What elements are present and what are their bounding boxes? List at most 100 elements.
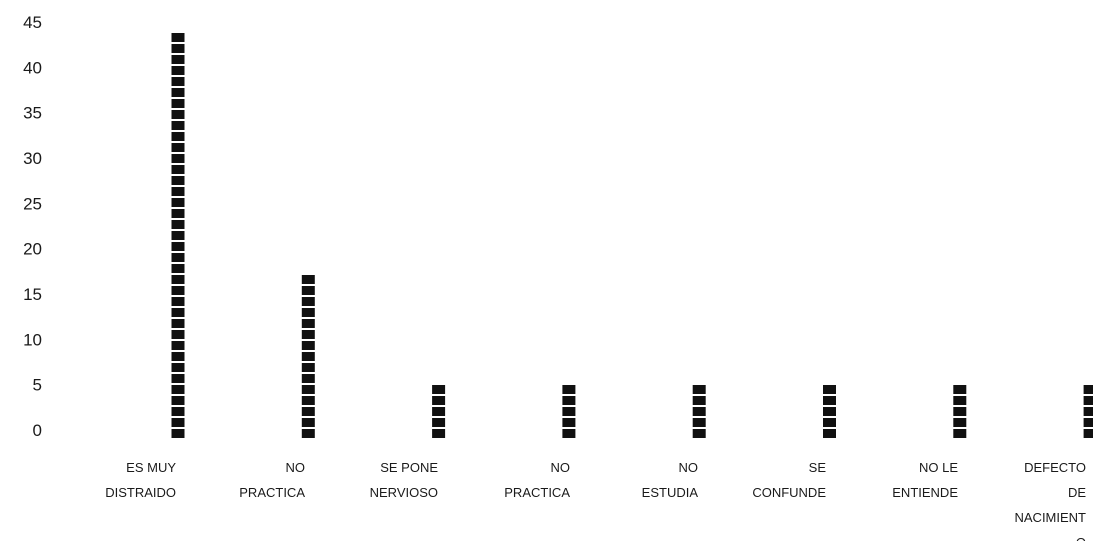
bar-segment — [562, 418, 576, 427]
bar-segment — [432, 429, 446, 438]
bar-segment — [562, 385, 576, 394]
bar-segment — [171, 242, 185, 251]
bar — [432, 385, 446, 438]
bar-segment — [171, 176, 185, 185]
bar-segment — [301, 374, 315, 383]
bar-segment — [171, 407, 185, 416]
x-tick-label-line: DISTRAIDO — [105, 485, 176, 500]
bar-segment — [171, 319, 185, 328]
bar-segment — [301, 363, 315, 372]
bar-segment — [171, 352, 185, 361]
bar-segment — [301, 396, 315, 405]
bar-segment — [171, 363, 185, 372]
bar — [171, 33, 185, 438]
bar-segment — [692, 429, 706, 438]
bar-segment — [171, 330, 185, 339]
bar-segment — [171, 77, 185, 86]
bar-segment — [301, 286, 315, 295]
bar — [953, 385, 967, 438]
bar-segment — [171, 33, 185, 42]
bar-segment — [171, 385, 185, 394]
bar-segment — [171, 66, 185, 75]
bar-segment — [823, 396, 836, 405]
bar-segment — [301, 385, 315, 394]
bar-segment — [432, 418, 446, 427]
bar-segment — [432, 407, 446, 416]
x-tick-label: DEFECTO DE NACIMIENT O — [1015, 460, 1087, 541]
bar-segment — [823, 407, 836, 416]
bar — [692, 385, 706, 438]
bar-segment — [171, 209, 185, 218]
bar-segment — [953, 385, 967, 394]
bar-segment — [171, 154, 185, 163]
x-tick-label: SE PONE NERVIOSO — [370, 460, 439, 500]
x-tick-label-line: NERVIOSO — [370, 485, 438, 500]
x-tick-label-line: NO — [286, 460, 306, 475]
bar-segment — [953, 429, 967, 438]
bar-segment — [171, 44, 185, 53]
y-tick-label: 0 — [33, 421, 42, 440]
bar-segment — [823, 429, 836, 438]
bar-segment — [1083, 396, 1093, 405]
y-tick-label: 40 — [23, 58, 42, 77]
x-tick-label-line: DE — [1068, 485, 1086, 500]
y-tick-label: 10 — [23, 330, 42, 349]
bar — [301, 275, 315, 438]
bar-segment — [171, 231, 185, 240]
bar-segment — [171, 99, 185, 108]
x-tick-label-line: O — [1076, 535, 1086, 541]
x-tick-label-line: DEFECTO — [1024, 460, 1086, 475]
bar-segment — [432, 385, 446, 394]
bar-segment — [301, 407, 315, 416]
bar-segment — [171, 220, 185, 229]
x-tick-label-line: CONFUNDE — [752, 485, 826, 500]
y-tick-label: 15 — [23, 285, 42, 304]
bar-segment — [171, 275, 185, 284]
x-tick-label: NO ESTUDIA — [642, 460, 699, 500]
x-tick-label: NO PRACTICA — [504, 460, 570, 500]
bar-segment — [953, 396, 967, 405]
bar-segment — [1083, 429, 1093, 438]
bars — [171, 33, 1093, 438]
bar — [823, 385, 836, 438]
bar-segment — [171, 429, 185, 438]
bar-segment — [953, 407, 967, 416]
bar-segment — [171, 264, 185, 273]
x-tick-label-line: NO — [551, 460, 571, 475]
bar-segment — [171, 110, 185, 119]
bar — [562, 385, 576, 438]
x-tick-label-line: NO LE — [919, 460, 958, 475]
bar-segment — [171, 341, 185, 350]
bar-segment — [692, 418, 706, 427]
bar-segment — [953, 418, 967, 427]
bar-segment — [171, 198, 185, 207]
bar-segment — [432, 396, 446, 405]
x-tick-label: NO LE ENTIENDE — [892, 460, 958, 500]
x-tick-label: ES MUY DISTRAIDO — [105, 460, 176, 500]
bar-segment — [171, 308, 185, 317]
x-tick-label-line: ES MUY — [126, 460, 176, 475]
bar-segment — [301, 418, 315, 427]
y-tick-label: 35 — [23, 104, 42, 123]
bar-segment — [171, 297, 185, 306]
bar-segment — [171, 55, 185, 64]
bar-segment — [1083, 418, 1093, 427]
bar-segment — [171, 143, 185, 152]
bar-segment — [692, 407, 706, 416]
x-tick-label-line: NO — [679, 460, 699, 475]
bar-segment — [301, 275, 315, 284]
bar-segment — [1083, 407, 1093, 416]
y-tick-label: 45 — [23, 13, 42, 32]
bar-segment — [692, 396, 706, 405]
y-tick-label: 25 — [23, 194, 42, 213]
bar-segment — [171, 286, 185, 295]
bar-segment — [301, 429, 315, 438]
y-axis-ticks: 0 5 10 15 20 25 30 35 40 45 — [23, 13, 42, 440]
x-tick-label-line: SE — [809, 460, 827, 475]
x-tick-label: SE CONFUNDE — [752, 460, 826, 500]
y-tick-label: 5 — [33, 376, 42, 395]
y-tick-label: 20 — [23, 240, 42, 259]
bar-segment — [1083, 385, 1093, 394]
x-tick-label-line: NACIMIENT — [1015, 510, 1087, 525]
